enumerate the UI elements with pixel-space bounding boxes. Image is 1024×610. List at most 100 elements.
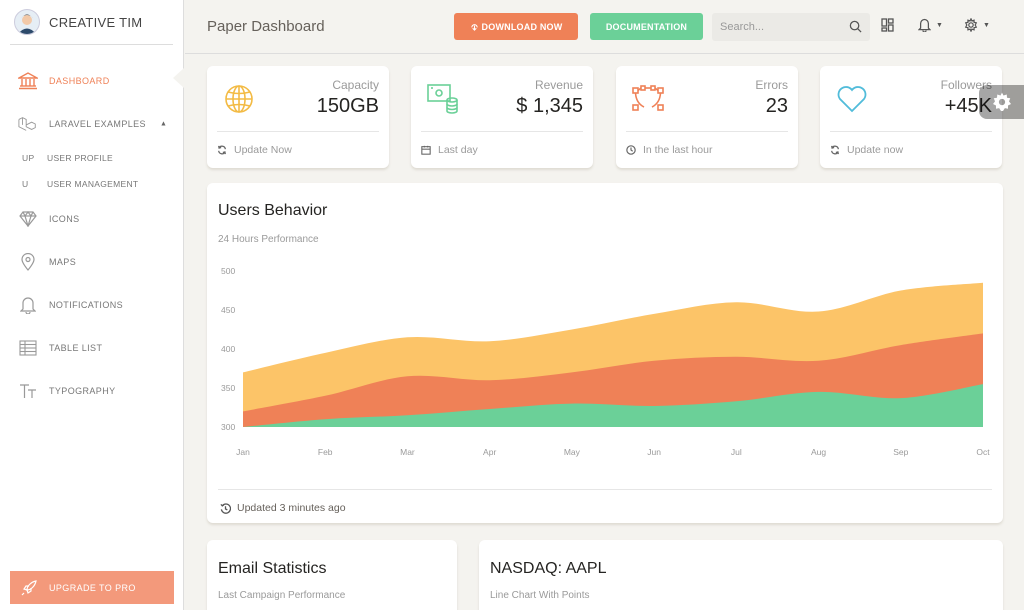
stat-value: 150GB: [316, 95, 379, 117]
x-tick-label: Mar: [400, 447, 415, 457]
documentation-button[interactable]: DOCUMENTATION: [590, 13, 703, 40]
laravel-icon: [18, 114, 38, 134]
sidebar: CREATIVE TIM DASHBOARD LARAVEL EXAMPLES …: [0, 0, 184, 610]
card-title: Email Statistics: [218, 560, 327, 577]
stat-footer[interactable]: Update Now: [217, 144, 292, 156]
stat-value: 23: [765, 95, 788, 117]
stats-icon[interactable]: [881, 18, 894, 32]
sidebar-subitem-user-profile[interactable]: UP USER PROFILE: [0, 145, 183, 171]
sidebar-item-label: DASHBOARD: [49, 75, 110, 86]
chart-subtitle: 24 Hours Performance: [218, 234, 319, 245]
top-navbar: Paper Dashboard DOWNLOAD NOW DOCUMENTATI…: [185, 0, 1024, 54]
download-label: DOWNLOAD NOW: [481, 21, 563, 32]
fixed-plugin-settings-button[interactable]: [979, 85, 1024, 119]
stat-category: Revenue: [534, 78, 583, 92]
settings-dropdown[interactable]: ▼: [964, 18, 990, 32]
divider: [626, 131, 788, 132]
users-behavior-chart: 500 450 400 350 300 Jan Feb Mar Apr May Jun Jul Aug S…: [221, 266, 990, 457]
x-tick-label: Sep: [893, 447, 908, 457]
sidebar-item-icons[interactable]: ICONS: [0, 197, 183, 240]
download-now-button[interactable]: DOWNLOAD NOW: [454, 13, 578, 40]
search-input[interactable]: [712, 13, 842, 41]
sidebar-subitem-label: USER PROFILE: [47, 153, 113, 163]
sidebar-subitem-label: USER MANAGEMENT: [47, 179, 139, 189]
refresh-icon: [830, 145, 840, 155]
brand-name: CREATIVE TIM: [49, 14, 143, 30]
stat-category: Capacity: [332, 78, 379, 92]
y-tick-label: 300: [221, 422, 235, 432]
stat-value: $ 1,345: [516, 95, 583, 117]
y-tick-label: 450: [221, 305, 235, 315]
sidebar-item-maps[interactable]: MAPS: [0, 240, 183, 283]
sidebar-item-label: ICONS: [49, 213, 80, 224]
stat-card-capacity: Capacity 150GB Update Now: [207, 66, 389, 168]
card-title: NASDAQ: AAPL: [490, 560, 607, 577]
sidebar-item-label: TYPOGRAPHY: [49, 385, 116, 396]
x-tick-label: Jun: [647, 447, 661, 457]
area-series-series-1: [243, 384, 983, 427]
heart-icon: [835, 82, 869, 116]
divider: [218, 489, 992, 490]
bell-icon: [918, 18, 931, 32]
sidebar-item-notifications[interactable]: NOTIFICATIONS: [0, 283, 183, 326]
globe-icon: [222, 82, 256, 116]
sidebar-subitem-mini: UP: [22, 153, 35, 163]
search-box: [712, 13, 870, 41]
calendar-icon: [421, 145, 431, 155]
sidebar-subitem-user-management[interactable]: U USER MANAGEMENT: [0, 171, 183, 197]
diamond-icon: [18, 209, 38, 229]
stat-card-revenue: Revenue $ 1,345 Last day: [411, 66, 593, 168]
x-tick-label: Oct: [976, 447, 990, 457]
stat-footer-text: Last day: [438, 144, 478, 156]
money-icon: [426, 82, 460, 116]
x-tick-label: May: [564, 447, 581, 457]
stat-footer-text: Update Now: [234, 144, 292, 156]
sidebar-item-dashboard[interactable]: DASHBOARD: [0, 59, 183, 102]
users-behavior-card: Users Behavior 24 Hours Performance 500 4…: [207, 183, 1003, 523]
clock-icon: [626, 145, 636, 155]
divider: [217, 131, 379, 132]
stat-footer-text: In the last hour: [643, 144, 713, 156]
sidebar-item-table-list[interactable]: TABLE LIST: [0, 326, 183, 369]
stat-footer[interactable]: In the last hour: [626, 144, 712, 156]
x-tick-label: Aug: [811, 447, 826, 457]
refresh-icon: [217, 145, 227, 155]
text-icon: [18, 381, 38, 401]
chart-footer-text: Updated 3 minutes ago: [237, 502, 346, 514]
sidebar-item-label: MAPS: [49, 256, 77, 267]
gear-icon: [964, 18, 978, 32]
x-tick-label: Jul: [731, 447, 742, 457]
stat-value: +45K: [944, 95, 992, 117]
x-tick-label: Jan: [236, 447, 250, 457]
x-tick-label: Feb: [318, 447, 333, 457]
brand-logo[interactable]: CREATIVE TIM: [10, 0, 173, 45]
rocket-icon: [20, 579, 38, 597]
nasdaq-card: NASDAQ: AAPL Line Chart With Points: [479, 540, 1003, 610]
active-indicator: [173, 68, 184, 88]
stat-footer[interactable]: Update now: [830, 144, 903, 156]
y-tick-label: 400: [221, 344, 235, 354]
stat-footer[interactable]: Last day: [421, 144, 478, 156]
x-tick-label: Apr: [483, 447, 496, 457]
email-statistics-card: Email Statistics Last Campaign Performan…: [207, 540, 457, 610]
divider: [830, 131, 992, 132]
pin-icon: [18, 252, 38, 272]
sidebar-item-label: NOTIFICATIONS: [49, 299, 124, 310]
sidebar-subitem-mini: U: [22, 179, 29, 189]
gear-icon: [992, 92, 1012, 112]
chart-title: Users Behavior: [218, 202, 328, 219]
page-title: Paper Dashboard: [207, 18, 325, 35]
history-icon: [220, 502, 231, 514]
caret-down-icon: ▼: [983, 21, 990, 29]
card-subtitle: Line Chart With Points: [490, 590, 590, 601]
search-icon[interactable]: [849, 20, 862, 38]
y-tick-label: 350: [221, 383, 235, 393]
stat-card-errors: Errors 23 In the last hour: [616, 66, 798, 168]
sidebar-item-laravel-examples[interactable]: LARAVEL EXAMPLES ▲: [0, 102, 183, 145]
vector-icon: [631, 82, 665, 116]
stat-category: Errors: [755, 78, 788, 92]
sidebar-item-typography[interactable]: TYPOGRAPHY: [0, 369, 183, 412]
upgrade-to-pro-button[interactable]: UPGRADE TO PRO: [10, 571, 174, 604]
notifications-dropdown[interactable]: ▼: [918, 18, 943, 32]
sidebar-item-label: TABLE LIST: [49, 342, 103, 353]
